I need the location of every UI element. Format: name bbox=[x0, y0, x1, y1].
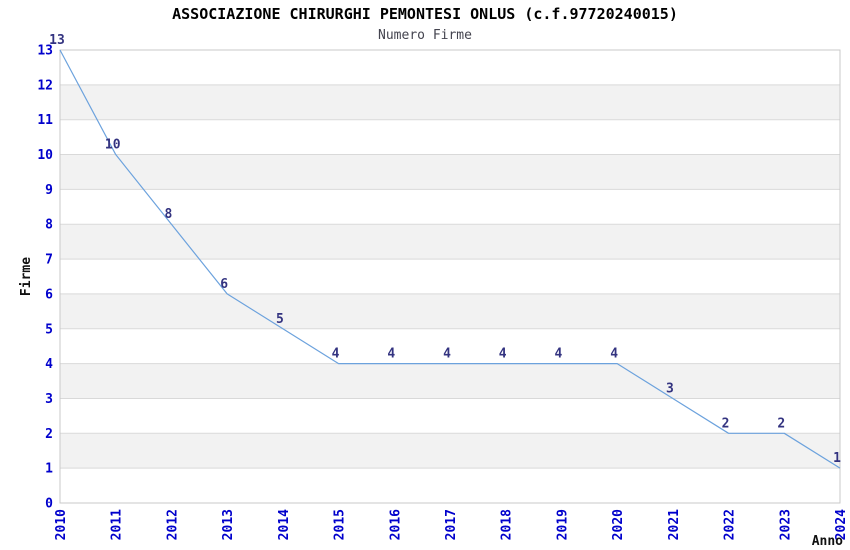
y-tick-label: 2 bbox=[45, 427, 53, 442]
x-axis-title: Anno bbox=[812, 534, 843, 549]
chart-title: ASSOCIAZIONE CHIRURGHI PEMONTESI ONLUS (… bbox=[172, 5, 678, 23]
y-axis-title: Firme bbox=[19, 257, 34, 296]
y-tick-label: 0 bbox=[45, 497, 53, 512]
y-tick-label: 11 bbox=[37, 113, 53, 128]
data-point-label: 4 bbox=[443, 347, 451, 362]
x-tick-label: 2014 bbox=[277, 509, 292, 540]
data-point-label: 2 bbox=[722, 416, 730, 431]
x-tick-label: 2018 bbox=[500, 509, 515, 540]
data-point-label: 4 bbox=[610, 347, 618, 362]
y-tick-label: 7 bbox=[45, 253, 53, 268]
x-tick-label: 2024 bbox=[834, 509, 849, 540]
data-point-label: 4 bbox=[332, 347, 340, 362]
y-tick-label: 10 bbox=[37, 148, 53, 163]
x-tick-label: 2017 bbox=[444, 509, 459, 540]
x-tick-label: 2023 bbox=[778, 509, 793, 540]
plot-band bbox=[60, 433, 840, 469]
y-tick-label: 3 bbox=[45, 392, 53, 407]
x-tick-label: 2015 bbox=[333, 509, 348, 540]
data-point-label: 1 bbox=[833, 451, 841, 466]
data-point-label: 4 bbox=[555, 347, 563, 362]
y-tick-label: 5 bbox=[45, 322, 53, 337]
x-tick-label: 2013 bbox=[221, 509, 236, 540]
data-point-label: 2 bbox=[777, 416, 785, 431]
plot-band bbox=[60, 293, 840, 329]
y-tick-label: 4 bbox=[45, 357, 53, 372]
plot-border bbox=[59, 49, 841, 504]
data-point-label: 8 bbox=[165, 207, 173, 222]
y-tick-label: 8 bbox=[45, 218, 53, 233]
x-tick-label: 2011 bbox=[110, 509, 125, 540]
data-line bbox=[59, 49, 841, 469]
x-tick-label: 2012 bbox=[165, 509, 180, 540]
x-tick-label: 2010 bbox=[54, 509, 69, 540]
data-point-label: 3 bbox=[666, 381, 674, 396]
data-point-label: 10 bbox=[105, 138, 121, 153]
x-tick-label: 2022 bbox=[723, 509, 738, 540]
x-tick-label: 2021 bbox=[667, 509, 682, 540]
plot-band bbox=[60, 84, 840, 120]
x-tick-label: 2019 bbox=[555, 509, 570, 540]
data-point-label: 5 bbox=[276, 312, 284, 327]
chart-subtitle: Numero Firme bbox=[378, 28, 472, 43]
data-point-label: 13 bbox=[49, 33, 65, 48]
data-point-label: 4 bbox=[499, 347, 507, 362]
x-tick-label: 2016 bbox=[388, 509, 403, 540]
data-point-label: 4 bbox=[387, 347, 395, 362]
y-tick-label: 12 bbox=[37, 78, 53, 93]
y-tick-label: 9 bbox=[45, 183, 53, 198]
y-tick-label: 1 bbox=[45, 462, 53, 477]
y-tick-label: 13 bbox=[37, 44, 53, 59]
plot-band bbox=[60, 154, 840, 190]
data-point-label: 6 bbox=[220, 277, 228, 292]
x-tick-label: 2020 bbox=[611, 509, 626, 540]
plot-band bbox=[60, 363, 840, 399]
plot-band bbox=[60, 224, 840, 260]
y-tick-label: 6 bbox=[45, 287, 53, 302]
